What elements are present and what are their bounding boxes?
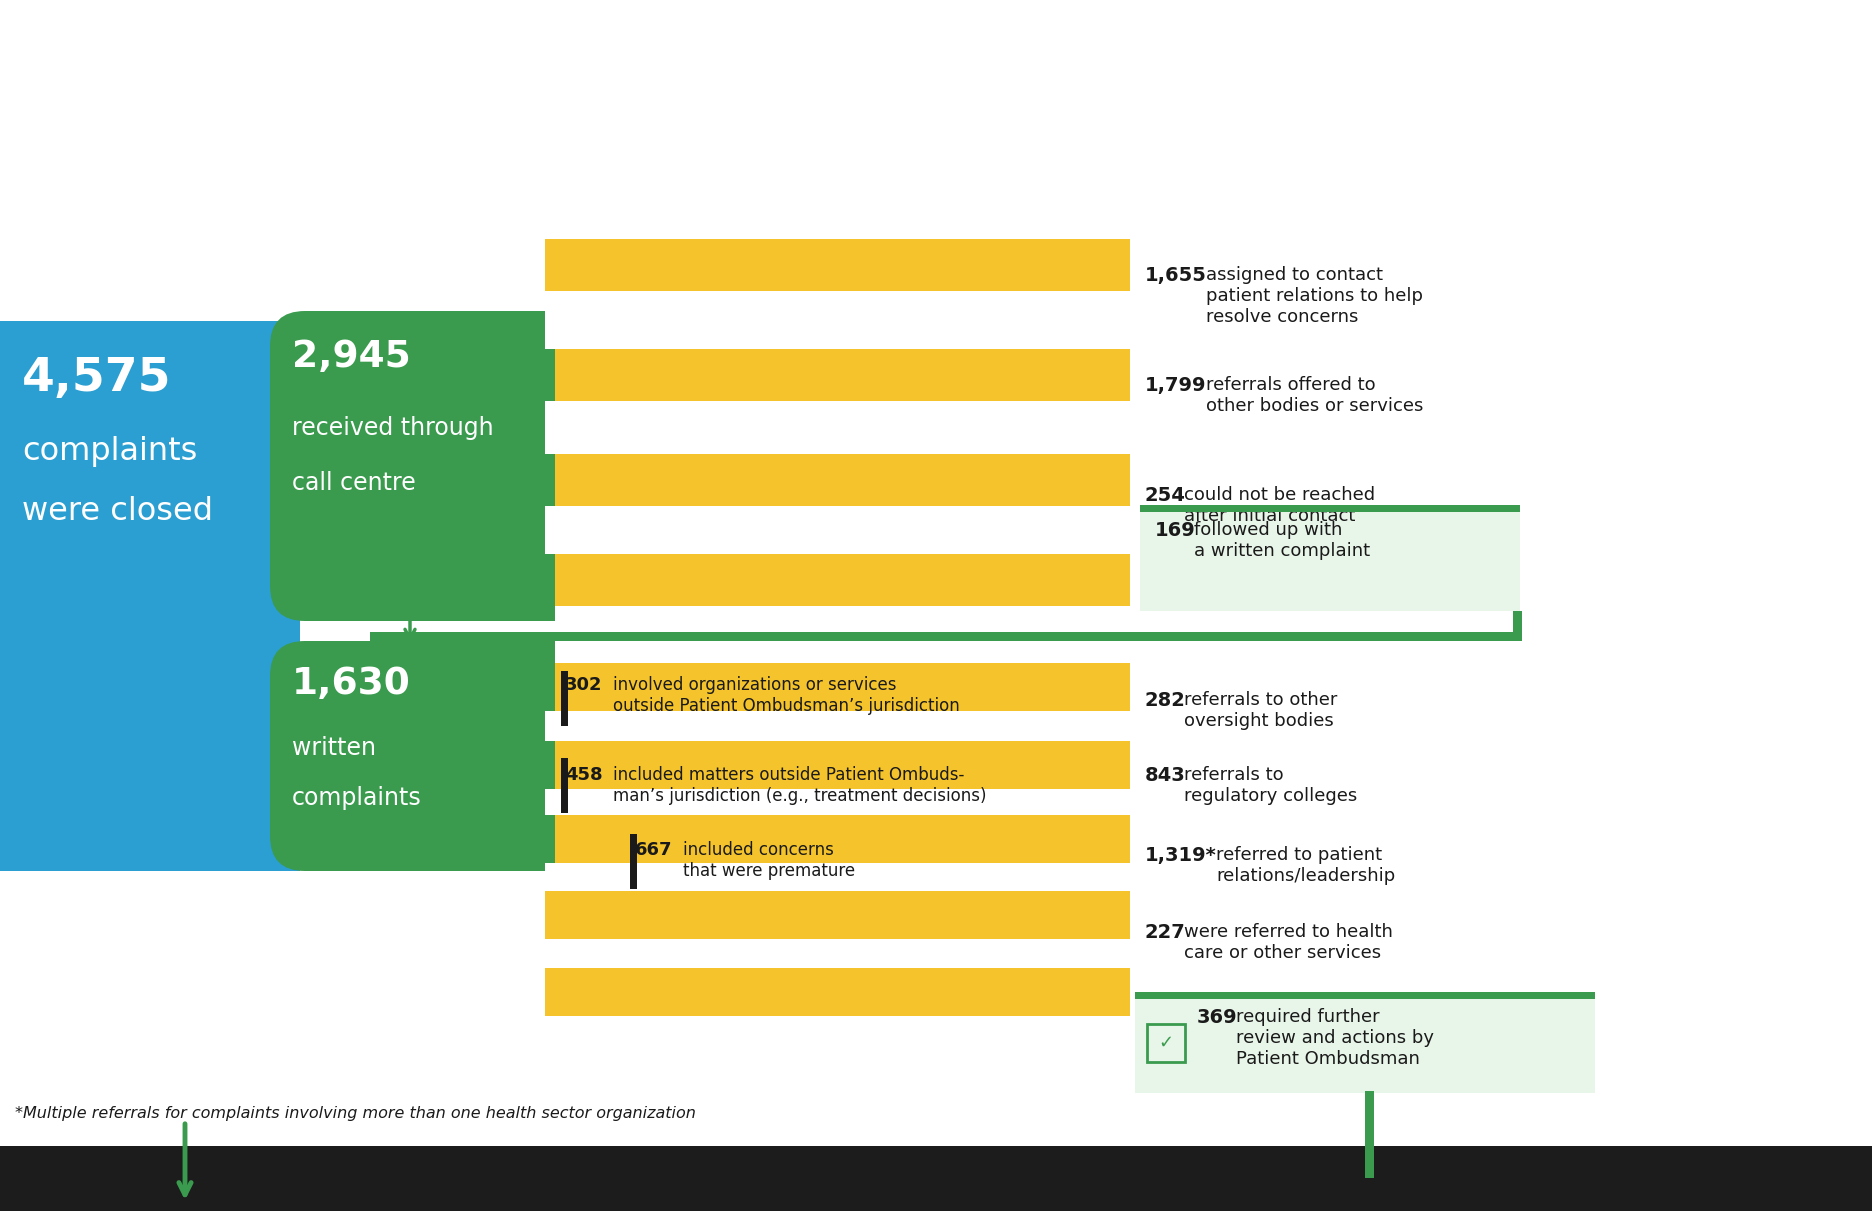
Bar bbox=[545, 239, 610, 291]
Bar bbox=[666, 291, 723, 349]
Bar bbox=[545, 711, 788, 741]
Bar bbox=[545, 815, 680, 863]
Text: complaints: complaints bbox=[22, 436, 197, 467]
Text: could not be reached
after initial contact: could not be reached after initial conta… bbox=[1185, 486, 1376, 524]
Text: 302: 302 bbox=[565, 676, 603, 694]
Text: followed up with
a written complaint: followed up with a written complaint bbox=[1194, 521, 1370, 559]
Text: written: written bbox=[292, 736, 376, 761]
Bar bbox=[1134, 993, 1595, 1094]
Text: 1,799: 1,799 bbox=[1146, 375, 1206, 395]
Text: 254: 254 bbox=[1146, 486, 1185, 505]
Text: *Multiple referrals for complaints involving more than one health sector organiz: *Multiple referrals for complaints invol… bbox=[15, 1106, 696, 1121]
Bar bbox=[545, 454, 610, 506]
Text: were closed: were closed bbox=[22, 497, 213, 527]
Bar bbox=[666, 506, 833, 553]
Text: assigned to contact
patient relations to help
resolve concerns: assigned to contact patient relations to… bbox=[1206, 266, 1423, 326]
Bar bbox=[610, 239, 666, 606]
Text: call centre: call centre bbox=[292, 471, 416, 495]
Bar bbox=[1365, 1091, 1374, 1178]
Bar bbox=[680, 662, 732, 1016]
Text: referrals to
regulatory colleges: referrals to regulatory colleges bbox=[1185, 767, 1357, 805]
Bar bbox=[610, 454, 1131, 506]
Bar bbox=[562, 671, 567, 727]
Bar bbox=[545, 891, 680, 939]
Bar bbox=[631, 834, 636, 889]
Bar bbox=[545, 968, 680, 1016]
Bar bbox=[545, 291, 723, 349]
Text: 843: 843 bbox=[1146, 767, 1185, 785]
Bar bbox=[545, 790, 842, 815]
Bar bbox=[1140, 505, 1520, 512]
Bar bbox=[500, 311, 554, 621]
Bar bbox=[562, 758, 567, 813]
Text: included matters outside Patient Ombuds-
man’s jurisdiction (e.g., treatment dec: included matters outside Patient Ombuds-… bbox=[612, 767, 987, 805]
Bar bbox=[545, 863, 899, 891]
Bar bbox=[0, 321, 300, 871]
Text: 369: 369 bbox=[1196, 1008, 1237, 1027]
Text: 169: 169 bbox=[1155, 521, 1196, 540]
Text: 667: 667 bbox=[635, 840, 672, 859]
Text: were referred to health
care or other services: were referred to health care or other se… bbox=[1185, 923, 1393, 962]
Bar bbox=[545, 349, 610, 401]
Bar bbox=[545, 741, 680, 790]
Text: received through: received through bbox=[292, 417, 494, 440]
Bar bbox=[680, 968, 1131, 1016]
Bar bbox=[1148, 1025, 1185, 1062]
Text: referred to patient
relations/leadership: referred to patient relations/leadership bbox=[1217, 846, 1395, 885]
Text: ✓: ✓ bbox=[1159, 1034, 1174, 1052]
Text: 227: 227 bbox=[1146, 923, 1185, 942]
Text: 2,945: 2,945 bbox=[292, 339, 410, 375]
Bar bbox=[680, 662, 1131, 711]
Bar bbox=[545, 939, 953, 968]
Bar bbox=[680, 741, 1131, 790]
Bar bbox=[0, 1146, 1872, 1211]
FancyBboxPatch shape bbox=[270, 311, 550, 621]
Bar bbox=[545, 662, 680, 711]
Text: 4,575: 4,575 bbox=[22, 356, 172, 401]
Bar bbox=[680, 815, 1131, 863]
Text: 1,630: 1,630 bbox=[292, 666, 410, 702]
Bar bbox=[1513, 612, 1522, 641]
Bar bbox=[1140, 506, 1520, 612]
Bar bbox=[666, 401, 777, 454]
Bar bbox=[545, 401, 777, 454]
Text: required further
review and actions by
Patient Ombudsman: required further review and actions by P… bbox=[1237, 1008, 1434, 1068]
Bar bbox=[610, 349, 1131, 401]
Text: 282: 282 bbox=[1146, 691, 1185, 710]
Bar bbox=[732, 939, 953, 968]
FancyBboxPatch shape bbox=[270, 641, 550, 871]
Text: 1,319*: 1,319* bbox=[1146, 846, 1217, 865]
Bar bbox=[610, 553, 1131, 606]
Text: 458: 458 bbox=[565, 767, 603, 784]
Bar bbox=[545, 553, 610, 606]
Bar bbox=[371, 632, 1513, 641]
Bar bbox=[545, 506, 833, 553]
Text: complaints: complaints bbox=[292, 786, 421, 810]
Text: 1,655: 1,655 bbox=[1146, 266, 1207, 285]
Bar bbox=[680, 891, 1131, 939]
Bar bbox=[1134, 992, 1595, 999]
Text: referrals offered to
other bodies or services: referrals offered to other bodies or ser… bbox=[1206, 375, 1423, 415]
Text: referrals to other
oversight bodies: referrals to other oversight bodies bbox=[1185, 691, 1338, 730]
Bar bbox=[732, 711, 788, 741]
Bar bbox=[500, 641, 554, 871]
Bar bbox=[610, 239, 1131, 291]
Text: included concerns
that were premature: included concerns that were premature bbox=[683, 840, 856, 880]
Bar bbox=[732, 863, 899, 891]
Bar bbox=[732, 790, 842, 815]
Text: involved organizations or services
outside Patient Ombudsman’s jurisdiction: involved organizations or services outsi… bbox=[612, 676, 960, 714]
